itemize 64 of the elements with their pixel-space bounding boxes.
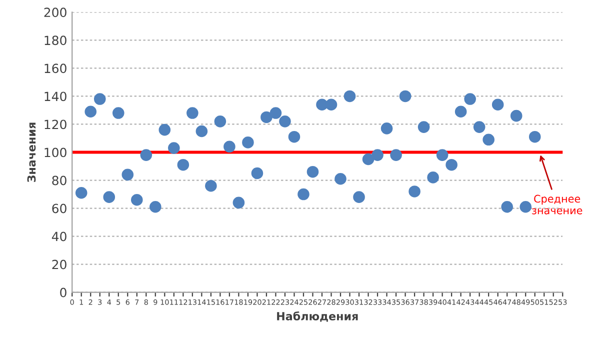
point: [492, 98, 504, 111]
point: [510, 110, 522, 122]
point: [427, 172, 439, 184]
point: [353, 191, 365, 203]
point: [112, 107, 124, 119]
point: [334, 172, 346, 185]
point: [380, 122, 393, 134]
point: [464, 93, 476, 105]
point: [298, 188, 310, 200]
point: [122, 168, 134, 181]
point: [528, 130, 541, 143]
point: [288, 130, 300, 143]
point: [418, 121, 430, 133]
point: [454, 106, 467, 118]
point: [196, 125, 208, 138]
point: [473, 121, 486, 133]
point: [177, 158, 190, 171]
point: [224, 140, 236, 153]
y-tick-label: 120: [44, 120, 66, 130]
y-tick-label: 0: [60, 288, 66, 298]
point: [501, 200, 514, 213]
point: [214, 116, 226, 128]
point: [362, 153, 374, 166]
point: [408, 186, 420, 198]
point: [84, 106, 97, 118]
point: [520, 200, 532, 213]
point: [103, 191, 116, 203]
point: [242, 136, 254, 148]
point: [436, 149, 448, 161]
point: [75, 186, 88, 199]
point: [306, 166, 319, 178]
point: [251, 167, 264, 180]
point: [446, 158, 458, 171]
point: [390, 149, 402, 161]
y-axis-title: Значения: [27, 122, 36, 182]
point: [205, 180, 217, 192]
point: [94, 93, 106, 105]
point: [316, 98, 328, 111]
point: [279, 116, 291, 128]
y-tick-label: 80: [52, 176, 66, 186]
annotation: Среднее значение: [532, 194, 582, 214]
point: [372, 149, 384, 161]
point: [158, 124, 171, 136]
point: [325, 98, 338, 111]
point: [130, 194, 143, 206]
y-tick-label: 20: [52, 260, 66, 270]
y-tick-label: 60: [52, 204, 66, 214]
y-tick-label: 160: [44, 64, 66, 74]
point: [482, 134, 494, 146]
y-tick-label: 180: [44, 36, 66, 46]
point: [260, 111, 272, 124]
y-tick-label: 40: [52, 232, 66, 242]
point: [168, 142, 180, 154]
point: [140, 149, 152, 161]
point: [344, 90, 356, 102]
y-tick-label: 140: [44, 92, 66, 102]
point: [186, 107, 198, 119]
point: [399, 90, 412, 102]
y-tick-label: 100: [44, 148, 66, 158]
point: [232, 196, 245, 209]
x-axis-title: Наблюдения: [277, 311, 358, 322]
point: [149, 200, 162, 213]
y-tick-label: 200: [44, 8, 66, 18]
point: [270, 107, 282, 119]
